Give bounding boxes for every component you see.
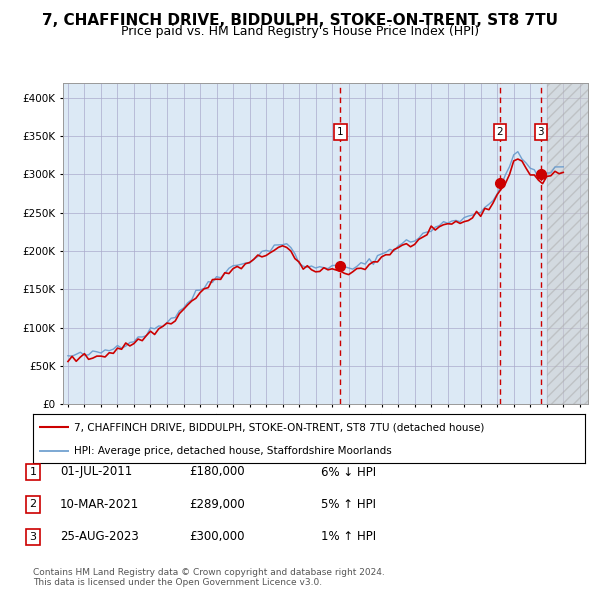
Text: 2: 2	[29, 500, 37, 509]
Text: 1% ↑ HPI: 1% ↑ HPI	[321, 530, 376, 543]
Text: £300,000: £300,000	[189, 530, 245, 543]
Text: 01-JUL-2011: 01-JUL-2011	[60, 466, 132, 478]
Text: 10-MAR-2021: 10-MAR-2021	[60, 498, 139, 511]
Text: 1: 1	[337, 127, 344, 137]
Text: £289,000: £289,000	[189, 498, 245, 511]
Text: HPI: Average price, detached house, Staffordshire Moorlands: HPI: Average price, detached house, Staf…	[74, 446, 392, 456]
Bar	[547, 83, 600, 404]
Text: 7, CHAFFINCH DRIVE, BIDDULPH, STOKE-ON-TRENT, ST8 7TU: 7, CHAFFINCH DRIVE, BIDDULPH, STOKE-ON-T…	[42, 13, 558, 28]
Text: 3: 3	[538, 127, 544, 137]
Text: 1: 1	[29, 467, 37, 477]
Text: 6% ↓ HPI: 6% ↓ HPI	[321, 466, 376, 478]
Text: 2: 2	[497, 127, 503, 137]
Text: Contains HM Land Registry data © Crown copyright and database right 2024.
This d: Contains HM Land Registry data © Crown c…	[33, 568, 385, 587]
Text: £180,000: £180,000	[189, 466, 245, 478]
Text: 25-AUG-2023: 25-AUG-2023	[60, 530, 139, 543]
Text: 5% ↑ HPI: 5% ↑ HPI	[321, 498, 376, 511]
Text: 7, CHAFFINCH DRIVE, BIDDULPH, STOKE-ON-TRENT, ST8 7TU (detached house): 7, CHAFFINCH DRIVE, BIDDULPH, STOKE-ON-T…	[74, 422, 485, 432]
Text: 3: 3	[29, 532, 37, 542]
Text: Price paid vs. HM Land Registry's House Price Index (HPI): Price paid vs. HM Land Registry's House …	[121, 25, 479, 38]
